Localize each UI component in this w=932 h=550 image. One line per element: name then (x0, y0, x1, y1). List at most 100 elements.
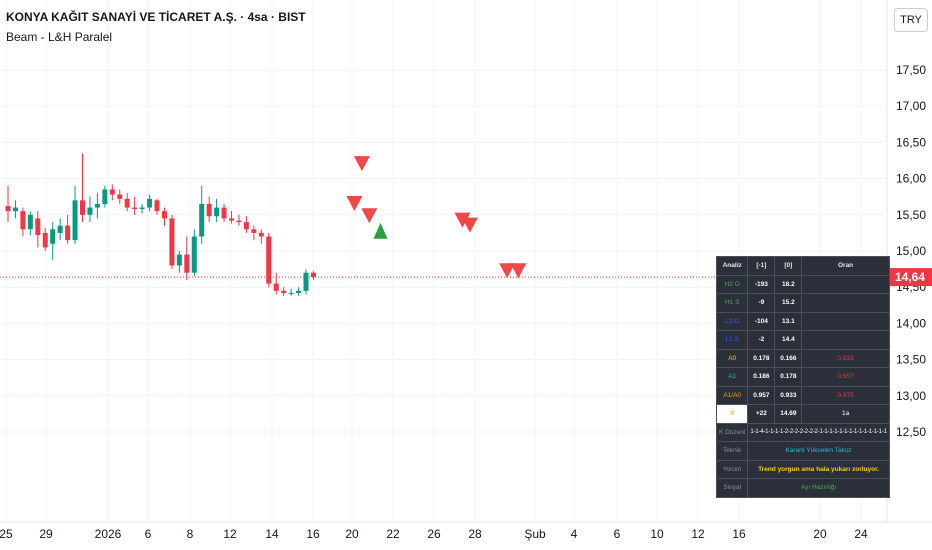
price-tick-label: 17,00 (896, 99, 926, 113)
table-cell: H2 O (715, 274, 749, 294)
candle-body (124, 198, 130, 208)
candle-body (199, 203, 205, 237)
table-cell: 18.2 (774, 274, 803, 294)
time-tick-label: 20 (345, 527, 359, 541)
candle-body (176, 254, 182, 266)
table-cell: 15.2 (774, 293, 803, 313)
candle-body (20, 211, 26, 230)
candle-body (161, 211, 167, 219)
candle-body (184, 254, 190, 273)
sell-signal-marker (361, 208, 378, 224)
candle-body (154, 200, 160, 212)
sell-signal-marker (510, 263, 527, 279)
candle-body (42, 232, 48, 248)
table-cell: 0.166 (774, 348, 803, 368)
table-cell: -104 (747, 311, 776, 331)
table-cell: H1 S (715, 293, 749, 313)
candle-body (251, 229, 257, 233)
time-tick-label: 26 (427, 527, 441, 541)
time-tick-label: 28 (468, 527, 482, 541)
time-tick-label: Şub (524, 527, 546, 541)
chart-grid (0, 0, 886, 522)
candle-body (169, 218, 175, 266)
time-axis[interactable]: 25 29 2026 6 8 12 14 16 20 22 26 28 Şub 4 6 10 12 16 20 24 (0, 527, 868, 541)
candle-body (12, 207, 18, 212)
time-tick-label: 12 (691, 527, 705, 541)
candle-body (296, 290, 302, 293)
table-header-cell: [0] (774, 256, 803, 276)
table-label: Yorum (715, 459, 749, 479)
candle-body (281, 290, 287, 293)
time-tick-label: 8 (187, 527, 194, 541)
table-cell: L1 S (715, 330, 749, 350)
table-cell (801, 293, 890, 313)
candle-body (102, 189, 108, 204)
candle-body (72, 200, 78, 241)
time-tick-label: 20 (813, 527, 827, 541)
candle-body (206, 203, 212, 217)
table-row: H1 S -9 15.2 (715, 293, 890, 313)
candle-body (273, 283, 279, 291)
table-cell: 0.178 (747, 348, 776, 368)
time-tick-label: 14 (265, 527, 279, 541)
candle-body (57, 225, 63, 233)
table-cell: 14.69 (774, 404, 803, 424)
table-cell: A1/A0 (715, 385, 749, 405)
table-header-cell: Oran (801, 256, 890, 276)
table-row: L2 O -104 13.1 (715, 311, 890, 331)
sell-signal-marker (454, 212, 471, 228)
candle-body (236, 220, 242, 223)
candle-body (147, 198, 153, 208)
candle-body (310, 272, 316, 278)
table-cell: 0.178 (774, 367, 803, 387)
candle-body (5, 206, 11, 212)
table-cell: A1 (715, 367, 749, 387)
price-tick-label: 13,50 (896, 353, 926, 367)
candle-body (288, 292, 294, 294)
table-cell: 13.1 (774, 311, 803, 331)
current-price-badge: 14,64 (888, 268, 932, 287)
candle-body (221, 207, 227, 219)
table-header-row: Analiz [-1] [0] Oran (715, 256, 890, 276)
analysis-table: Analiz [-1] [0] Oran H2 O -193 18.2 H1 S -9 1… (715, 256, 890, 498)
table-value: Ayı Hazırlığı (747, 478, 890, 498)
candle-body (27, 214, 33, 230)
table-cell: -2 (747, 330, 776, 350)
candle-body (243, 222, 249, 230)
table-cell: 14.4 (774, 330, 803, 350)
currency-button[interactable]: TRY (894, 8, 928, 32)
candle-body (94, 203, 100, 208)
table-row-yorum: Yorum Trend yorgun ama hala yukarı zorlu… (715, 459, 890, 479)
signal-markers-layer (346, 156, 527, 279)
price-tick-label: 15,50 (896, 208, 926, 222)
candle-body (191, 236, 197, 273)
table-row: X +22 14.69 1a (715, 404, 890, 424)
candle-body (266, 236, 272, 284)
candle-body (109, 189, 115, 195)
time-tick-label: 6 (145, 527, 152, 541)
time-tick-label: 4 (571, 527, 578, 541)
table-label: Teknik (715, 441, 749, 461)
table-row: A1 0.186 0.178 0.957 (715, 367, 890, 387)
candle-body (117, 194, 123, 199)
table-cell: 0.957 (801, 367, 890, 387)
table-cell: -9 (747, 293, 776, 313)
current-price-label: 14,64 (895, 270, 925, 284)
table-cell: 0.975 (801, 385, 890, 405)
candle-body (87, 207, 93, 215)
table-row: A0 0.178 0.166 0.933 (715, 348, 890, 368)
indicator-legend[interactable]: Beam - L&H Paralel (6, 30, 113, 44)
price-axis[interactable]: 17,5017,0016,5016,0015,5015,0014,5014,00… (896, 63, 926, 439)
time-tick-label: 22 (386, 527, 400, 541)
price-tick-label: 17,50 (896, 63, 926, 77)
time-tick-label: 29 (39, 527, 53, 541)
table-value: 1-1-4-1-1-1-1-2-2-2-2-2-2-2-1-1-1-1-1-1-… (747, 422, 890, 442)
price-tick-label: 15,00 (896, 244, 926, 258)
price-tick-label: 12,50 (896, 425, 926, 439)
price-tick-label: 13,00 (896, 389, 926, 403)
table-cell: A0 (715, 348, 749, 368)
time-tick-label: 16 (306, 527, 320, 541)
table-row-teknik: Teknik Kararlı Yükselen Takoz (715, 441, 890, 461)
price-tick-label: 14,00 (896, 316, 926, 330)
